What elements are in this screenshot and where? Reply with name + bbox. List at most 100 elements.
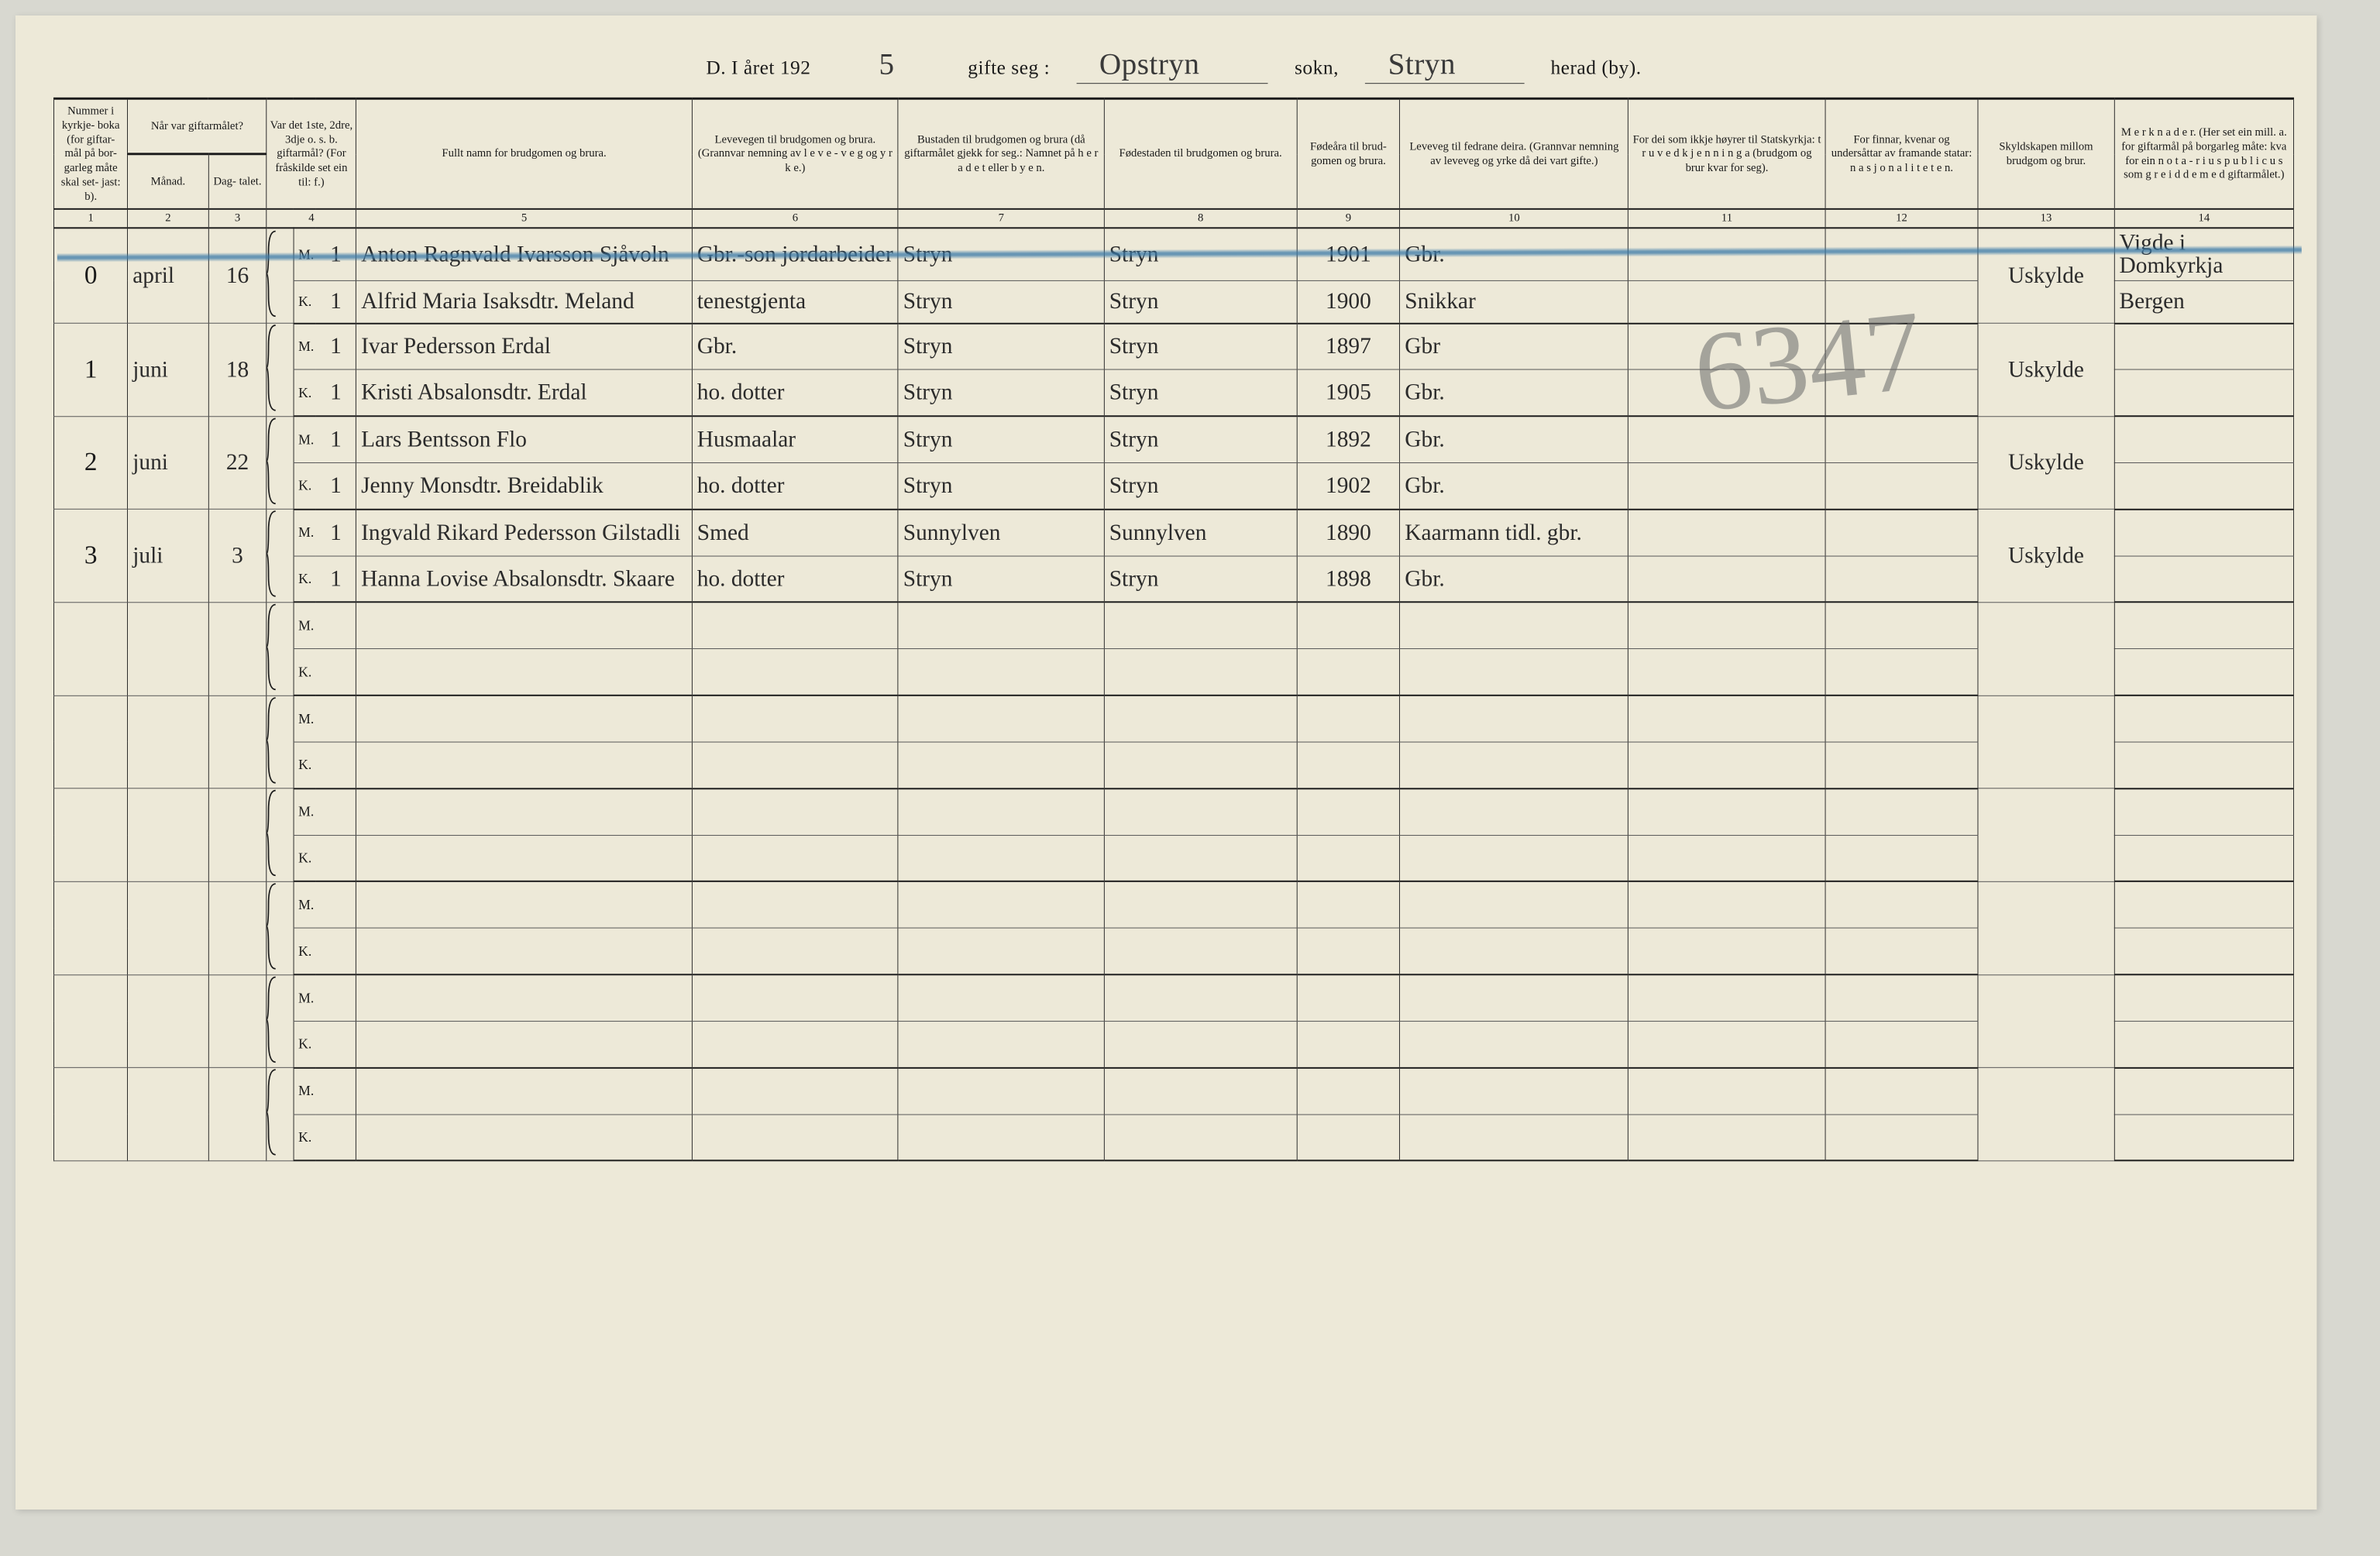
occupation: tenestgjenta — [692, 280, 898, 323]
father-occupation: Kaarmann tidl. gbr. — [1400, 510, 1629, 556]
sokn-value: Opstryn — [1076, 46, 1267, 84]
residence: Stryn — [898, 280, 1104, 323]
marker-m: M. — [294, 1068, 316, 1115]
birth-year: 1905 — [1297, 369, 1400, 416]
c14-notes: Vigde i Domkyrkja — [2114, 228, 2293, 280]
marker-k: K. — [294, 463, 316, 510]
c12-nationality — [1825, 463, 1978, 510]
hdr-c5: Fullt namn for brudgomen og brura. — [356, 98, 693, 209]
residence: Stryn — [898, 369, 1104, 416]
birthplace: Stryn — [1104, 228, 1297, 280]
num-2: 2 — [128, 209, 208, 228]
birth-year: 1892 — [1297, 416, 1400, 462]
full-name: Anton Ragnvald Ivarsson Sjåvoln — [356, 228, 693, 280]
num-8: 8 — [1104, 209, 1297, 228]
birthplace: Stryn — [1104, 280, 1297, 323]
num-10: 10 — [1400, 209, 1629, 228]
day: 16 — [208, 228, 267, 323]
hdr-c1: Nummer i kyrkje- boka (for giftar- mål p… — [53, 98, 127, 209]
full-name: Jenny Monsdtr. Breidablik — [356, 463, 693, 510]
birth-year: 1890 — [1297, 510, 1400, 556]
birth-year: 1901 — [1297, 228, 1400, 280]
brace-icon — [267, 881, 294, 974]
month: juni — [128, 323, 208, 416]
c12-nationality — [1825, 323, 1978, 369]
ledger-page: D. I året 1925 gifte seg : Opstryn sokn,… — [15, 15, 2316, 1510]
residence: Stryn — [898, 556, 1104, 603]
c12-nationality — [1825, 280, 1978, 323]
hdr-c14: M e r k n a d e r. (Her set ein mill. a.… — [2114, 98, 2293, 209]
full-name: Ivar Pedersson Erdal — [356, 323, 693, 369]
full-name: Ingvald Rikard Pedersson Gilstadli — [356, 510, 693, 556]
title-gifte: gifte seg : — [968, 57, 1050, 78]
num-1: 1 — [53, 209, 127, 228]
marriage-ordinal: 1 — [316, 323, 356, 369]
herad-value: Stryn — [1365, 46, 1524, 84]
marker-k: K. — [294, 556, 316, 603]
marker-k: K. — [294, 369, 316, 416]
entry-number: 2 — [53, 416, 127, 509]
marker-k: K. — [294, 742, 316, 788]
c11-confession — [1629, 416, 1825, 462]
birthplace: Stryn — [1104, 556, 1297, 603]
marker-m: M. — [294, 696, 316, 742]
birthplace: Sunnylven — [1104, 510, 1297, 556]
father-occupation: Gbr. — [1400, 369, 1629, 416]
brace-icon — [267, 788, 294, 881]
c13-skyldskap: Uskylde — [1978, 510, 2114, 603]
c11-confession — [1629, 369, 1825, 416]
marker-m: M. — [294, 228, 316, 280]
month: juni — [128, 416, 208, 509]
occupation: Smed — [692, 510, 898, 556]
c13-skyldskap: Uskylde — [1978, 228, 2114, 323]
c12-nationality — [1825, 510, 1978, 556]
hdr-c7: Bustaden til brudgomen og brura (då gift… — [898, 98, 1104, 209]
residence: Stryn — [898, 323, 1104, 369]
title-year-digit: 5 — [811, 46, 963, 81]
father-occupation: Gbr. — [1400, 228, 1629, 280]
father-occupation: Gbr. — [1400, 416, 1629, 462]
c14-notes: Bergen — [2114, 280, 2293, 323]
marker-m: M. — [294, 510, 316, 556]
marriage-ordinal: 1 — [316, 556, 356, 603]
num-13: 13 — [1978, 209, 2114, 228]
brace-icon — [267, 603, 294, 696]
table-head: Nummer i kyrkje- boka (for giftar- mål p… — [53, 98, 2293, 228]
hdr-c2: Månad. — [128, 154, 208, 209]
marriage-ordinal: 1 — [316, 228, 356, 280]
herad-label: herad (by). — [1550, 57, 1641, 78]
c11-confession — [1629, 280, 1825, 323]
month: april — [128, 228, 208, 323]
birthplace: Stryn — [1104, 416, 1297, 462]
hdr-c10: Leveveg til fedrane deira. (Grannvar nem… — [1400, 98, 1629, 209]
table-body: 0april16M.1Anton Ragnvald Ivarsson Sjåvo… — [53, 228, 2293, 1160]
num-7: 7 — [898, 209, 1104, 228]
brace-icon — [267, 974, 294, 1067]
c11-confession — [1629, 323, 1825, 369]
father-occupation: Gbr. — [1400, 556, 1629, 603]
marker-k: K. — [294, 928, 316, 974]
marriage-ordinal: 1 — [316, 463, 356, 510]
hdr-c12: For finnar, kvenar og undersåttar av fra… — [1825, 98, 1978, 209]
father-occupation: Snikkar — [1400, 280, 1629, 323]
brace-icon — [267, 228, 294, 323]
hdr-c3: Dag- talet. — [208, 154, 267, 209]
num-4: 4 — [267, 209, 356, 228]
c14-notes — [2114, 556, 2293, 603]
brace-icon — [267, 510, 294, 603]
entry-number: 1 — [53, 323, 127, 416]
num-6: 6 — [692, 209, 898, 228]
marker-k: K. — [294, 835, 316, 881]
hdr-c6: Levevegen til brudgomen og brura. (Grann… — [692, 98, 898, 209]
num-14: 14 — [2114, 209, 2293, 228]
brace-icon — [267, 323, 294, 416]
birthplace: Stryn — [1104, 369, 1297, 416]
marriage-ordinal: 1 — [316, 369, 356, 416]
marker-k: K. — [294, 1115, 316, 1161]
month: juli — [128, 510, 208, 603]
marker-m: M. — [294, 603, 316, 649]
c12-nationality — [1825, 556, 1978, 603]
day: 3 — [208, 510, 267, 603]
hdr-c13: Skyldskapen millom brudgom og brur. — [1978, 98, 2114, 209]
marker-m: M. — [294, 788, 316, 835]
